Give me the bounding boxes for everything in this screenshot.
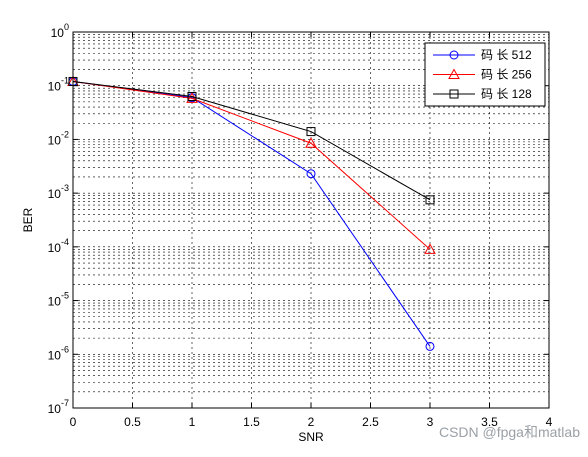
data-point-circle [306,169,316,179]
legend: 码 长 512 码 长 256 码 长 128 [424,42,546,107]
data-point-square [425,195,435,205]
x-tick-label: 1.5 [243,415,260,429]
watermark: CSDN @fpga和matlab [439,424,580,440]
x-tick-label: 0 [70,415,77,429]
legend-entry: 码 长 128 [433,87,532,101]
y-axis: 10-7 10-6 10-5 10-4 10-3 10-2 10-1 100 [48,22,549,416]
x-tick-label: 3 [427,415,434,429]
data-point-circle [425,341,435,351]
data-point-circle [449,50,459,60]
y-tick-label: 10-6 [48,344,69,362]
data-point-square [187,91,197,101]
y-axis-label: BER [21,207,35,232]
data-point-triangle [186,92,198,103]
legend-label: 码 长 128 [481,87,532,101]
data-point-triangle [424,243,436,254]
y-tick-label: 10-7 [48,398,69,416]
series-line [72,80,431,201]
data-point-triangle [305,137,317,148]
x-tick-label: 2 [308,415,315,429]
y-tick-label: 10-5 [48,291,69,309]
x-tick-label: 0.5 [124,415,141,429]
x-tick-label: 3.5 [481,415,498,429]
y-tick-label: 100 [51,22,69,40]
y-tick-label: 10-1 [48,76,69,94]
y-tick-label: 10-4 [48,237,69,255]
series-line [72,80,431,250]
legend-entry: 码 长 512 [433,48,532,62]
legend-label: 码 长 512 [481,48,532,62]
x-axis: 0 0.5 1 1.5 2 2.5 3 3.5 4 [70,32,553,429]
x-tick-label: 1 [189,415,196,429]
data-point-square [306,127,316,137]
x-tick-label: 2.5 [362,415,379,429]
legend-entry: 码 长 256 [433,68,532,82]
legend-label: 码 长 256 [481,68,532,82]
data-point-triangle [448,68,460,79]
y-tick-label: 10-2 [48,129,69,147]
data-point-square [449,89,459,99]
y-tick-label: 10-3 [48,183,69,201]
series-3 [68,76,435,205]
x-axis-label: SNR [298,430,324,444]
x-tick-label: 4 [546,415,553,429]
